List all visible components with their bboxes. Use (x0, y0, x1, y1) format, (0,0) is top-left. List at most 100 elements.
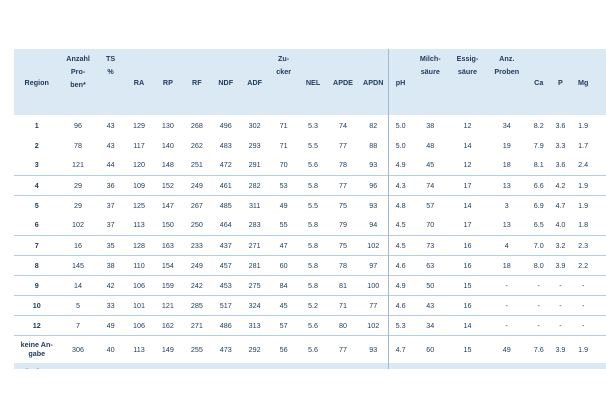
table-cell: 268 (190, 120, 203, 130)
table-cell: 485 (219, 200, 232, 210)
table-cell: 145 (72, 260, 85, 270)
table-cell: 250 (190, 220, 203, 230)
table-cell: - (581, 280, 585, 290)
table-row: 8 145 38 110 154 249 457 281 60 5.8 78 97 4.6 63 16 18 8… (14, 255, 606, 275)
table-cell: 100 (367, 280, 380, 290)
table-cell: 15 (449, 363, 486, 369)
table-row: 5 29 37 125 147 267 485 311 49 5.5 75 93 4.8 57 14 3 6.9… (14, 195, 606, 215)
row-label-cell: 10 (32, 300, 41, 310)
table-cell: 60 (426, 344, 435, 354)
column-header-text: säure (420, 67, 440, 76)
table-cell: 15 (463, 344, 472, 354)
table-cell: 93 (358, 363, 389, 369)
table-row: 4 29 36 109 152 249 461 282 53 5.8 77 96 4.3 74 17 13 6.… (14, 175, 606, 195)
table-cell: 34 (426, 320, 435, 330)
table-cell: 71 (279, 140, 288, 150)
table-row: Mittelwert202494840116148255472290615.67… (14, 363, 606, 369)
column-header-text: Zu- (278, 54, 290, 63)
table-cell: 948 (59, 363, 96, 369)
table-cell: - (559, 300, 562, 310)
column-header-anzahl: Anzahl Pro-ben* (59, 49, 96, 115)
table-cell: 113 (133, 220, 145, 230)
table-cell: 7.0 (533, 240, 544, 250)
table-cell: 1.9 (578, 180, 589, 190)
table-cell: 57 (279, 320, 288, 330)
table-cell: 71 (338, 300, 347, 310)
table-cell: 74 (426, 180, 435, 190)
table-cell: 71 (279, 120, 288, 130)
column-header-text: ADF (247, 77, 263, 87)
table-cell: 102 (367, 320, 380, 330)
table-cell: 121 (72, 160, 85, 170)
table-cell: 78 (338, 260, 347, 270)
table-cell: 14 (74, 280, 83, 290)
table-cell: 14 (463, 200, 472, 210)
table-cell: 159 (161, 280, 174, 290)
table-cell: 17 (463, 220, 472, 230)
row-label-cell: 1 (34, 120, 39, 130)
table-cell: 77 (369, 300, 378, 310)
table-body: 1 96 43 129 130 268 496 302 71 5.3 74 82 5.0 38 12 34 8.… (14, 115, 606, 369)
table-cell: 2.4 (578, 160, 589, 170)
table-cell: 267 (190, 200, 203, 210)
column-header-text: RP (162, 77, 173, 87)
table-row: 3 121 44 120 148 251 472 291 70 5.6 78 93 4.9 45 12 18 8… (14, 155, 606, 175)
table-cell: 13 (502, 180, 511, 190)
table-cell: 18 (502, 260, 511, 270)
column-header-ca: Ca (527, 49, 550, 115)
table-cell: 97 (369, 260, 378, 270)
table-cell: - (596, 295, 606, 315)
table-cell: 275 (248, 280, 261, 290)
column-header-zucker: Zu-cker (269, 49, 298, 115)
table-cell: 4.9 (388, 155, 412, 175)
column-header-anzproben: Anz. Proben (486, 49, 527, 115)
table-cell: 242 (190, 280, 203, 290)
table-cell: 29 (74, 180, 83, 190)
table-cell: 3 (504, 200, 509, 210)
table-cell: 93 (369, 160, 378, 170)
table-cell: 5.3 (308, 120, 319, 130)
table-cell: 148 (161, 160, 174, 170)
table-cell: 38 (106, 260, 115, 270)
table-cell: 50 (426, 280, 435, 290)
column-header-rp: RP (153, 49, 182, 115)
table-cell: 121 (161, 300, 174, 310)
table-cell: 5.8 (308, 220, 319, 230)
table-cell: 40 (106, 344, 115, 354)
table-cell: 4.7 (388, 335, 412, 363)
table-cell: 5.2 (308, 300, 319, 310)
column-header-text: cker (276, 67, 291, 76)
table-cell: - (537, 300, 540, 310)
column-header-milch: Milch-säure (412, 49, 449, 115)
table-cell: 17 (463, 180, 472, 190)
table-cell: 5.6 (308, 160, 319, 170)
table-cell: 162 (161, 320, 174, 330)
table-cell: 5.0 (388, 135, 412, 155)
table-cell: 282 (248, 180, 261, 190)
table-row: 10 5 33 101 121 285 517 324 45 5.2 71 77 4.6 43 16 - - - -… (14, 295, 606, 315)
table-cell: 106 (132, 320, 145, 330)
table-cell: 4.3 (388, 175, 412, 195)
table-cell: 13 (502, 220, 511, 230)
table-cell: 271 (248, 240, 261, 250)
table-cell: 1.7 (578, 140, 589, 150)
table-cell: 77 (328, 363, 358, 369)
table-cell: 5.8 (308, 280, 319, 290)
column-header-text: Mg (577, 77, 589, 87)
column-header-apdn: APDN (358, 49, 389, 115)
table-cell: 106 (132, 280, 145, 290)
table-cell: 5.0 (388, 115, 412, 135)
table-cell: 42 (106, 280, 115, 290)
row-label-cell: 5 (34, 200, 39, 210)
table-cell: 306 (72, 344, 85, 354)
table-cell: 140 (161, 140, 174, 150)
table-cell: 2.0 (571, 363, 596, 369)
row-label-cell: 7 (34, 240, 39, 250)
table-cell: 251 (190, 160, 203, 170)
row-label-cell: 4 (34, 180, 39, 190)
table-cell: 35 (106, 240, 115, 250)
table-cell: 44 (106, 160, 115, 170)
table-cell: 16 (74, 240, 83, 250)
table-cell: 6.9 (533, 200, 544, 210)
column-header-mg: Mg (571, 49, 596, 115)
